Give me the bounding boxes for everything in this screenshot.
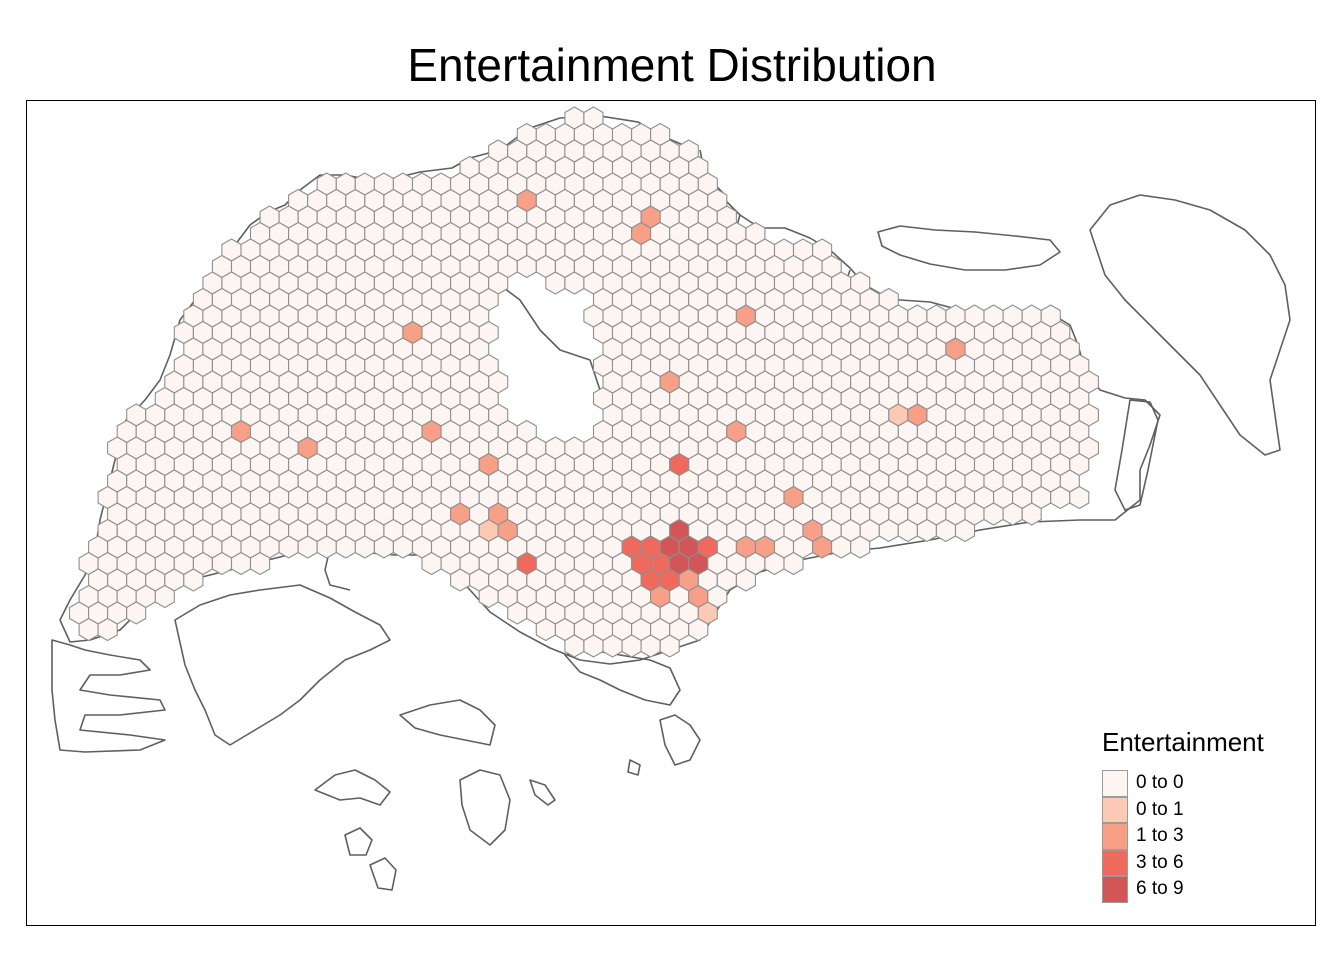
hex-cell: [831, 535, 852, 559]
hex-cell: [78, 617, 99, 642]
island-southern-6: [529, 779, 556, 806]
hex-cell: [602, 634, 623, 658]
island-southern-4: [344, 827, 373, 856]
map-title: Entertainment Distribution: [407, 39, 937, 91]
reclaim-tuas: [51, 639, 166, 753]
hex-cell: [935, 518, 957, 543]
hex-grid: [68, 106, 1099, 658]
legend-row-4: 6 to 9: [1102, 876, 1302, 903]
hex-cell: [659, 634, 680, 658]
hex-cell: [249, 551, 271, 576]
legend-swatch-3: [1102, 849, 1128, 876]
legend-swatch-0: [1102, 770, 1128, 797]
hex-cell: [812, 535, 833, 559]
legend-row-2: 1 to 3: [1102, 823, 1302, 850]
island-sentosa: [564, 649, 681, 706]
hex-cell: [640, 634, 661, 658]
island-southern-2: [459, 769, 511, 846]
legend-row-3: 3 to 6: [1102, 849, 1302, 876]
hex-cell: [897, 518, 918, 543]
hex-cell: [983, 502, 1004, 526]
hex-cell: [535, 617, 556, 642]
legend-row-0: 0 to 0: [1102, 770, 1302, 797]
map-frame: [26, 100, 1316, 926]
legend-label-1: 0 to 1: [1136, 798, 1184, 820]
legend: Entertainment 0 to 0 0 to 1 1 to 3 3 to …: [1102, 727, 1302, 903]
hex-cell: [421, 551, 442, 576]
hex-cell: [335, 535, 356, 559]
hex-cell: [373, 535, 394, 559]
hex-cell: [764, 551, 785, 576]
hex-cell: [507, 601, 528, 625]
hex-cell: [564, 271, 585, 295]
hex-cell: [564, 634, 585, 658]
legend-row-1: 0 to 1: [1102, 796, 1302, 823]
hex-cell: [1069, 485, 1090, 510]
hex-cell: [688, 617, 709, 642]
island-ubin: [877, 225, 1061, 271]
hex-cell: [850, 535, 871, 559]
island-southern-5: [369, 857, 397, 891]
island-jurong: [174, 584, 391, 746]
hex-cell: [278, 535, 299, 559]
hex-cell: [916, 518, 937, 543]
hex-cell: [954, 518, 976, 543]
legend-label-2: 1 to 3: [1136, 825, 1184, 847]
hex-cell: [478, 584, 499, 609]
hex-cell: [583, 634, 604, 658]
hex-cell: [545, 271, 566, 295]
legend-swatch-1: [1102, 796, 1128, 823]
hex-cell: [735, 568, 756, 592]
island-southern-7: [659, 714, 701, 766]
island-southern-1: [399, 699, 496, 746]
legend-swatch-2: [1102, 823, 1128, 850]
hex-cell: [230, 551, 252, 576]
hex-cell: [354, 535, 375, 559]
hex-cell: [183, 568, 204, 592]
hex-cell: [783, 551, 804, 576]
island-tekong: [1089, 194, 1291, 456]
legend-title: Entertainment: [1102, 727, 1264, 757]
island-southern-8: [627, 759, 641, 776]
hex-cell: [126, 601, 147, 625]
hex-cell: [1050, 485, 1071, 510]
legend-swatch-4: [1102, 876, 1128, 903]
legend-label-3: 3 to 6: [1136, 851, 1184, 873]
hex-cell: [392, 535, 414, 559]
island-southern-3: [314, 769, 391, 806]
hex-cell: [516, 254, 537, 279]
hex-cell: [297, 535, 318, 559]
hex-cell: [878, 518, 899, 543]
hex-cell: [1021, 502, 1042, 526]
hex-cell: [316, 535, 337, 559]
hex-cell: [97, 617, 118, 642]
reclaim-changi: [1114, 399, 1159, 511]
hex-cell: [211, 551, 233, 576]
legend-label-4: 6 to 9: [1136, 878, 1184, 900]
hex-cell: [621, 634, 642, 658]
boundary-6: [324, 547, 351, 591]
legend-label-0: 0 to 0: [1136, 772, 1184, 794]
hex-cell: [450, 568, 471, 592]
hex-cell: [1002, 502, 1023, 526]
hex-cell: [154, 584, 175, 609]
